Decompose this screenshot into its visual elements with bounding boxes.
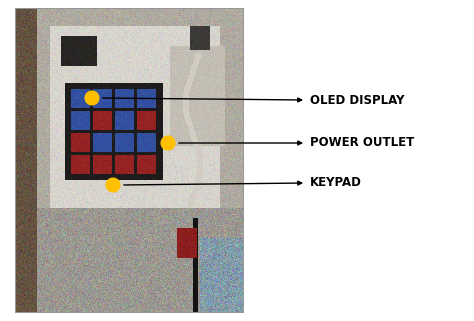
Text: OLED DISPLAY: OLED DISPLAY bbox=[310, 93, 404, 107]
Text: POWER OUTLET: POWER OUTLET bbox=[310, 136, 414, 150]
Text: KEYPAD: KEYPAD bbox=[310, 177, 362, 189]
Circle shape bbox=[161, 136, 175, 150]
Circle shape bbox=[85, 91, 99, 105]
Circle shape bbox=[106, 178, 120, 192]
